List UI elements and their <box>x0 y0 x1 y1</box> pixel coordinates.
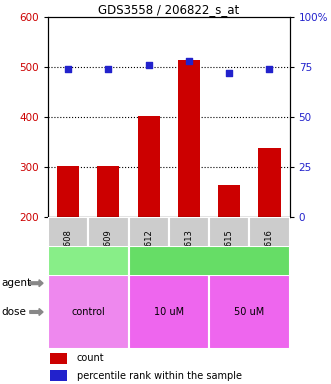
Point <box>186 58 192 64</box>
Title: GDS3558 / 206822_s_at: GDS3558 / 206822_s_at <box>98 3 239 16</box>
Bar <box>128 217 169 292</box>
Text: GSM296616: GSM296616 <box>265 229 274 280</box>
Point <box>146 62 151 68</box>
Text: GSM296609: GSM296609 <box>104 229 113 280</box>
Bar <box>218 185 240 217</box>
Text: GSM296613: GSM296613 <box>184 229 193 280</box>
Text: GSM296608: GSM296608 <box>64 229 72 280</box>
Bar <box>48 275 128 349</box>
Bar <box>50 370 67 381</box>
Bar <box>138 116 160 217</box>
Bar <box>178 60 200 217</box>
Text: GSM296615: GSM296615 <box>225 229 234 280</box>
Bar <box>97 166 119 217</box>
Bar <box>88 217 128 292</box>
Text: deferasirox: deferasirox <box>182 278 236 288</box>
Bar <box>48 246 128 321</box>
Text: untreated: untreated <box>64 278 112 288</box>
Text: dose: dose <box>2 307 26 317</box>
Point <box>226 70 232 76</box>
Text: 10 uM: 10 uM <box>154 307 184 317</box>
Text: count: count <box>77 353 105 363</box>
Point <box>267 66 272 72</box>
Bar <box>259 148 281 217</box>
Bar <box>128 246 290 321</box>
Text: agent: agent <box>2 278 32 288</box>
Point <box>106 66 111 72</box>
Bar <box>249 217 290 292</box>
Bar <box>57 166 79 217</box>
Text: control: control <box>71 307 105 317</box>
Text: percentile rank within the sample: percentile rank within the sample <box>77 371 242 381</box>
Bar <box>50 353 67 364</box>
Text: 50 uM: 50 uM <box>234 307 264 317</box>
Bar <box>169 217 209 292</box>
Bar <box>209 217 249 292</box>
Bar <box>209 275 290 349</box>
Bar <box>48 217 88 292</box>
Text: GSM296612: GSM296612 <box>144 229 153 280</box>
Bar <box>128 275 209 349</box>
Point <box>66 66 71 72</box>
